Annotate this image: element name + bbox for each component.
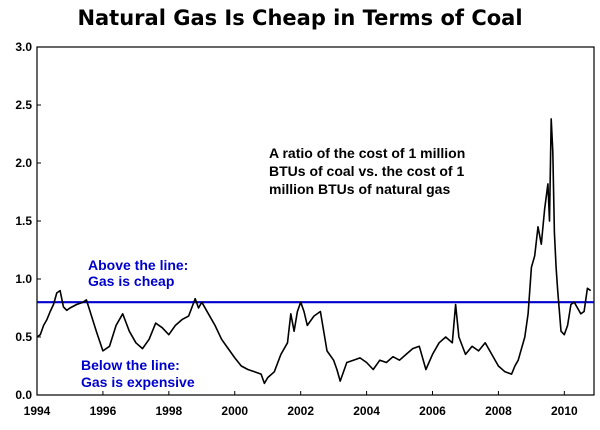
x-tick-label: 1998	[155, 404, 182, 418]
y-tick-label: 0.5	[15, 330, 32, 344]
annotation-line-3: million BTUs of natural gas	[269, 181, 450, 197]
x-tick-label: 2002	[287, 404, 314, 418]
x-tick-label: 2006	[419, 404, 446, 418]
chart-title: Natural Gas Is Cheap in Terms of Coal	[77, 6, 522, 30]
x-tick-label: 1996	[90, 404, 117, 418]
x-tick-label: 2000	[221, 404, 248, 418]
annotation-above-title: Above the line:	[88, 257, 188, 273]
y-tick-label: 2.5	[15, 98, 32, 112]
x-tick-label: 2010	[551, 404, 578, 418]
annotation-above-line: Above the line: Gas is cheap	[88, 257, 188, 289]
annotation-above-text: Gas is cheap	[88, 273, 174, 289]
y-tick-label: 2.0	[15, 156, 32, 170]
series-line	[36, 118, 592, 385]
x-tick-label: 2008	[485, 404, 512, 418]
y-tick-label: 1.5	[15, 214, 32, 228]
series-layer	[36, 118, 592, 385]
x-tick-label: 2004	[353, 404, 380, 418]
annotation-line-2: BTUs of coal vs. the cost of 1	[269, 163, 464, 179]
annotation-below-title: Below the line:	[81, 357, 180, 373]
y-axis: 0.0 0.5 1.0 1.5 2.0 2.5 3.0	[15, 40, 41, 402]
plot-frame	[36, 46, 595, 396]
y-tick-label: 1.0	[15, 272, 32, 286]
x-axis: 1994 1996 1998 2000 2002 2004 2006 2008 2010	[24, 391, 578, 418]
annotation-line-1: A ratio of the cost of 1 million	[269, 145, 465, 161]
annotation-description: A ratio of the cost of 1 million BTUs of…	[269, 145, 465, 197]
annotation-below-line: Below the line: Gas is expensive	[81, 357, 195, 390]
x-tick-label: 1994	[24, 404, 51, 418]
y-tick-label: 3.0	[15, 40, 32, 54]
y-tick-label: 0.0	[15, 388, 32, 402]
annotation-below-text: Gas is expensive	[81, 374, 195, 390]
